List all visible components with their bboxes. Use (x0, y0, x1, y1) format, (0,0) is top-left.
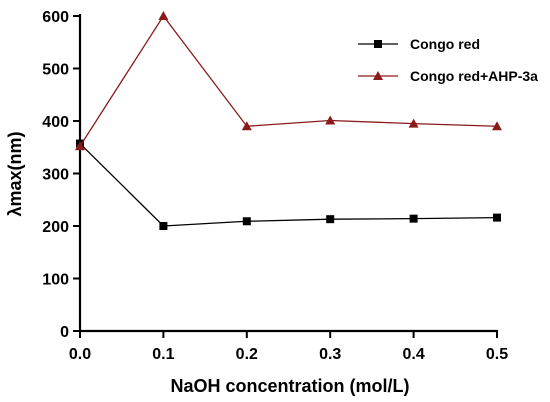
data-point (492, 121, 502, 131)
y-tick-label: 0 (60, 324, 69, 341)
data-point (158, 11, 169, 20)
y-tick-label: 100 (42, 272, 69, 289)
data-point (159, 222, 168, 230)
series-layer (75, 11, 502, 230)
series-1 (76, 139, 501, 230)
data-point (325, 115, 336, 125)
legend-item: Congo red+AHP-3a (358, 68, 538, 84)
y-tick-label: 400 (42, 114, 69, 131)
legend-marker (374, 40, 382, 48)
x-tick-label: 0.5 (486, 346, 508, 363)
x-tick-label: 0.1 (152, 346, 174, 363)
data-point (242, 217, 251, 226)
legend-label: Congo red+AHP-3a (410, 68, 538, 84)
legend-item: Congo red (358, 36, 480, 52)
y-tick-label: 200 (42, 219, 69, 236)
x-tick-label: 0.0 (69, 346, 91, 363)
y-axis-label: λmax(nm) (5, 131, 25, 216)
series-line (79, 143, 498, 227)
data-point (409, 214, 418, 223)
data-point (326, 215, 335, 224)
data-point (241, 121, 252, 131)
data-point (75, 141, 85, 151)
x-tick-label: 0.3 (319, 346, 341, 363)
y-tick-label: 500 (42, 62, 69, 79)
y-tick-label: 300 (42, 167, 69, 184)
legend-marker (373, 71, 383, 80)
y-axis-ticks: 0 100 200 300 400 500 600 (42, 9, 80, 341)
axes (78, 14, 498, 333)
x-axis-ticks: 0.0 0.1 0.2 0.3 0.4 0.5 (69, 331, 508, 363)
legend: Congo red Congo red+AHP-3a (358, 36, 538, 84)
data-point (493, 213, 501, 222)
y-tick-label: 600 (42, 9, 69, 26)
series-2 (75, 11, 502, 151)
series-line (79, 14, 498, 147)
x-tick-label: 0.2 (236, 346, 258, 363)
legend-label: Congo red (410, 36, 480, 52)
x-tick-label: 0.4 (402, 346, 424, 363)
data-point (408, 118, 419, 128)
x-axis-label: NaOH concentration (mol/L) (170, 376, 409, 396)
